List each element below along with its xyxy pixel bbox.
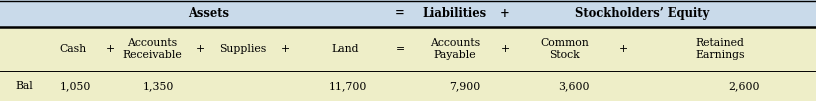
Bar [0, 27, 816, 101]
Text: Land: Land [331, 44, 359, 54]
Text: 1,350: 1,350 [143, 81, 174, 91]
Text: Stockholders’ Equity: Stockholders’ Equity [575, 7, 710, 20]
Text: Supplies: Supplies [220, 44, 267, 54]
Text: Accounts
Receivable: Accounts Receivable [122, 38, 182, 60]
Text: +: + [619, 44, 628, 54]
Text: 1,050: 1,050 [60, 81, 91, 91]
Text: Common
Stock: Common Stock [541, 38, 589, 60]
Text: =: = [395, 7, 405, 20]
Text: Liabilities: Liabilities [423, 7, 487, 20]
Text: +: + [105, 44, 114, 54]
Text: =: = [396, 44, 405, 54]
Text: +: + [500, 7, 510, 20]
Text: Accounts
Payable: Accounts Payable [430, 38, 480, 60]
Text: +: + [500, 44, 509, 54]
Text: Bal: Bal [15, 81, 33, 91]
Text: +: + [281, 44, 290, 54]
Text: 2,600: 2,600 [729, 81, 760, 91]
Bar [0, 0, 816, 27]
Text: Retained
Earnings: Retained Earnings [695, 38, 745, 60]
Text: +: + [196, 44, 205, 54]
Text: 7,900: 7,900 [449, 81, 480, 91]
Text: Cash: Cash [60, 44, 86, 54]
Text: Assets: Assets [188, 7, 229, 20]
Text: 3,600: 3,600 [558, 81, 590, 91]
Text: 11,700: 11,700 [329, 81, 367, 91]
